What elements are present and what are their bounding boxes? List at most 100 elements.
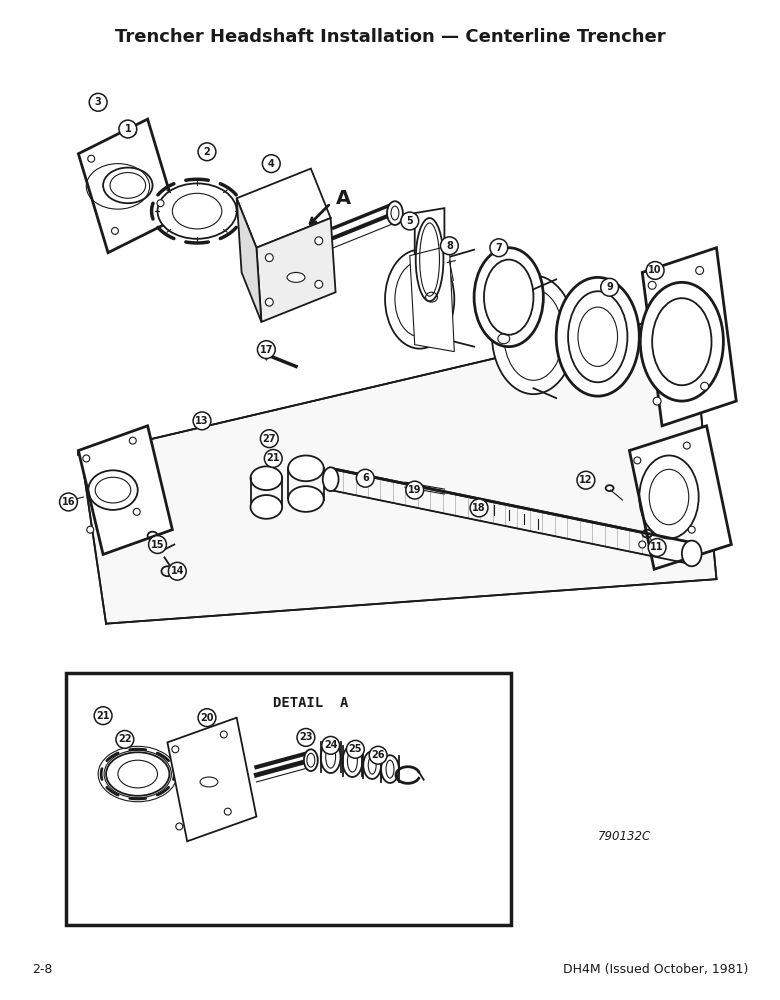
Text: 23: 23	[300, 732, 313, 742]
Ellipse shape	[304, 749, 317, 771]
Circle shape	[129, 129, 136, 135]
Circle shape	[648, 281, 656, 289]
Circle shape	[265, 254, 273, 262]
Circle shape	[470, 499, 488, 517]
Ellipse shape	[342, 745, 362, 777]
Ellipse shape	[106, 752, 169, 796]
Text: 790132C: 790132C	[597, 830, 651, 843]
Ellipse shape	[492, 275, 575, 394]
Ellipse shape	[158, 183, 236, 239]
Polygon shape	[257, 218, 335, 322]
Circle shape	[149, 536, 166, 553]
Text: 8: 8	[446, 241, 453, 251]
Circle shape	[653, 397, 661, 405]
Circle shape	[315, 280, 323, 288]
Circle shape	[257, 341, 275, 359]
Circle shape	[601, 278, 619, 296]
Text: 26: 26	[371, 750, 385, 760]
Circle shape	[261, 430, 278, 448]
Circle shape	[683, 442, 690, 449]
Circle shape	[116, 731, 133, 748]
Circle shape	[157, 200, 164, 207]
Circle shape	[112, 227, 119, 234]
Ellipse shape	[288, 455, 324, 481]
Circle shape	[688, 526, 695, 533]
Circle shape	[262, 155, 280, 173]
Ellipse shape	[640, 282, 723, 401]
Circle shape	[648, 539, 666, 556]
Circle shape	[89, 93, 107, 111]
Circle shape	[696, 267, 704, 274]
Circle shape	[168, 562, 186, 580]
Circle shape	[490, 239, 508, 257]
Text: DH4M (Issued October, 1981): DH4M (Issued October, 1981)	[562, 963, 748, 976]
Text: 6: 6	[362, 473, 369, 483]
Circle shape	[265, 298, 273, 306]
Text: A: A	[335, 189, 351, 208]
Ellipse shape	[363, 751, 381, 779]
Ellipse shape	[250, 495, 282, 519]
Circle shape	[577, 471, 595, 489]
Circle shape	[198, 143, 216, 161]
Text: 27: 27	[263, 434, 276, 444]
Text: 22: 22	[118, 734, 132, 744]
Text: 5: 5	[406, 216, 413, 226]
Text: Trencher Headshaft Installation — Centerline Trencher: Trencher Headshaft Installation — Center…	[115, 28, 665, 46]
Circle shape	[315, 237, 323, 245]
Circle shape	[264, 450, 282, 467]
Circle shape	[176, 823, 183, 830]
Circle shape	[119, 120, 136, 138]
Circle shape	[401, 212, 419, 230]
Text: 19: 19	[408, 485, 421, 495]
Text: 2-8: 2-8	[32, 963, 52, 976]
Circle shape	[406, 481, 424, 499]
Polygon shape	[415, 208, 445, 307]
Polygon shape	[629, 426, 732, 569]
Polygon shape	[168, 718, 257, 841]
Text: 21: 21	[267, 453, 280, 463]
Text: 10: 10	[648, 265, 662, 275]
Text: 17: 17	[260, 345, 273, 355]
Ellipse shape	[682, 541, 702, 566]
Circle shape	[647, 262, 664, 279]
Circle shape	[639, 541, 646, 548]
Polygon shape	[410, 246, 454, 352]
Circle shape	[441, 237, 459, 255]
Circle shape	[346, 740, 364, 758]
Ellipse shape	[200, 777, 218, 787]
Circle shape	[225, 808, 231, 815]
Circle shape	[198, 709, 216, 727]
Circle shape	[193, 412, 211, 430]
Circle shape	[59, 493, 77, 511]
Circle shape	[220, 731, 227, 738]
Text: 12: 12	[579, 475, 593, 485]
Text: 14: 14	[171, 566, 184, 576]
Circle shape	[700, 382, 708, 390]
Circle shape	[172, 746, 179, 753]
Ellipse shape	[287, 272, 305, 282]
Circle shape	[133, 508, 140, 515]
Ellipse shape	[323, 467, 339, 491]
Ellipse shape	[321, 741, 341, 773]
Circle shape	[297, 729, 315, 746]
Ellipse shape	[385, 250, 454, 349]
Circle shape	[369, 746, 387, 764]
Polygon shape	[642, 248, 736, 426]
Text: DETAIL  A: DETAIL A	[273, 696, 348, 710]
Text: 13: 13	[195, 416, 209, 426]
Text: 7: 7	[495, 243, 502, 253]
Text: 4: 4	[268, 159, 275, 169]
Ellipse shape	[250, 466, 282, 490]
Text: 24: 24	[324, 740, 338, 750]
Text: 9: 9	[606, 282, 613, 292]
Circle shape	[87, 526, 94, 533]
Text: 16: 16	[62, 497, 75, 507]
Polygon shape	[236, 198, 261, 322]
Polygon shape	[236, 169, 331, 248]
Text: 18: 18	[472, 503, 486, 513]
Circle shape	[321, 736, 339, 754]
Text: 15: 15	[151, 540, 165, 550]
Ellipse shape	[474, 248, 544, 347]
Ellipse shape	[387, 201, 402, 225]
Polygon shape	[78, 426, 172, 554]
